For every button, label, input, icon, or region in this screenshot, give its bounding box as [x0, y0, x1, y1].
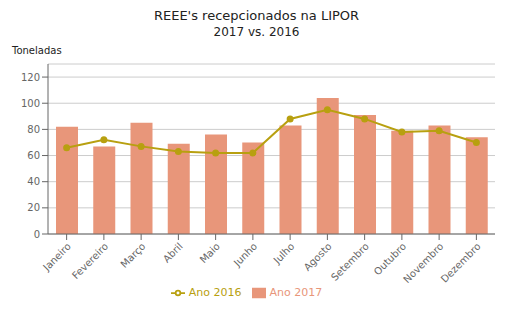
svg-text:0: 0: [34, 229, 40, 240]
svg-text:Maio: Maio: [198, 241, 223, 266]
svg-text:80: 80: [27, 124, 40, 135]
svg-text:40: 40: [27, 176, 40, 187]
svg-text:Novembro: Novembro: [401, 240, 446, 285]
svg-text:Junho: Junho: [231, 241, 259, 269]
svg-text:60: 60: [27, 150, 40, 161]
html-text:Ano 2016: Ano 2016: [188, 286, 242, 299]
html-text:2017 vs. 2016: 2017 vs. 2016: [213, 25, 300, 39]
svg-text:120: 120: [21, 72, 40, 83]
svg-text:Julho: Julho: [271, 241, 297, 267]
svg-text:Outubro: Outubro: [372, 241, 409, 278]
svg-text:Fevereiro: Fevereiro: [70, 241, 110, 281]
svg-text:100: 100: [21, 98, 40, 109]
html-text:REEE's recepcionados na LIPOR: REEE's recepcionados na LIPOR: [153, 8, 360, 23]
html-text:Ano 2017: Ano 2017: [269, 286, 323, 299]
html-text:Toneladas: Toneladas: [12, 45, 62, 56]
svg-text:Setembro: Setembro: [329, 241, 371, 283]
svg-text:20: 20: [27, 202, 40, 213]
svg-text:Agosto: Agosto: [302, 241, 334, 273]
svg-text:Dezembro: Dezembro: [439, 241, 483, 285]
svg-text:Abril: Abril: [161, 241, 185, 265]
svg-text:Março: Março: [118, 241, 147, 270]
svg-text:Janeiro: Janeiro: [40, 241, 73, 274]
